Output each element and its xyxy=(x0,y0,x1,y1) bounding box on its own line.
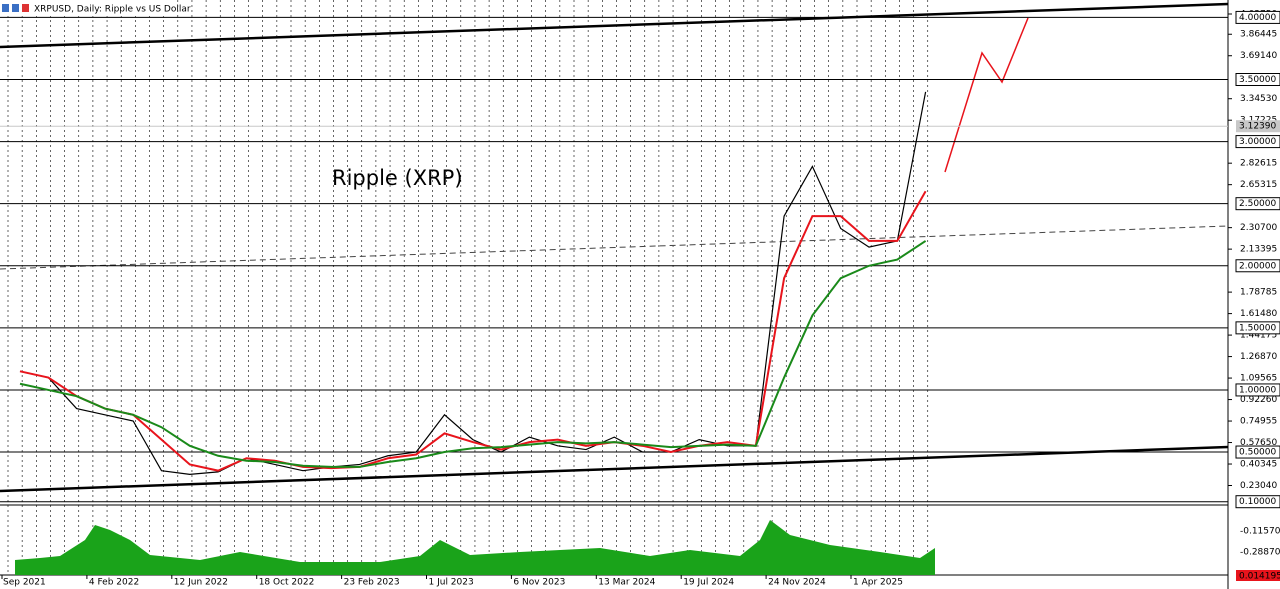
x-tick-label: 6 Nov 2023 xyxy=(513,578,565,588)
level-label: 1.50000 xyxy=(1239,323,1276,333)
x-tick-label: 18 Oct 2022 xyxy=(259,578,315,588)
y-tick-label: 0.40345 xyxy=(1240,460,1277,470)
x-tick-label: 4 Feb 2022 xyxy=(89,578,139,588)
level-label: 2.00000 xyxy=(1239,261,1276,271)
lower-trend-line xyxy=(0,445,1229,493)
icon xyxy=(2,4,9,12)
level-label-box xyxy=(1235,197,1280,211)
y-tick-label: 0.23040 xyxy=(1240,481,1277,491)
level-label: 3.00000 xyxy=(1239,137,1276,147)
x-tick-label: 1 Apr 2025 xyxy=(853,578,903,588)
level-label: 0.50000 xyxy=(1239,448,1276,458)
current-price-box xyxy=(1236,120,1280,133)
y-tick-label: 3.34530 xyxy=(1240,94,1277,104)
level-label: 2.50000 xyxy=(1239,199,1276,209)
level-label-box xyxy=(1235,135,1280,149)
y-tick-label: 2.65315 xyxy=(1240,180,1277,190)
x-tick-label: 24 Nov 2024 xyxy=(768,578,826,588)
y-tick-label: 3.86445 xyxy=(1240,30,1277,40)
level-label: 0.10000 xyxy=(1239,497,1276,507)
title-bg xyxy=(0,0,170,16)
level-label-box xyxy=(1235,259,1280,273)
x-tick-label: 23 Feb 2023 xyxy=(344,578,400,588)
level-label: 4.00000 xyxy=(1239,13,1276,23)
x-tick-label: 1 Jul 2023 xyxy=(429,578,474,588)
volume-tick-label: -0.11570 xyxy=(1240,527,1280,537)
level-label: 1.00000 xyxy=(1239,385,1276,395)
y-tick-label: 1.26870 xyxy=(1240,352,1277,362)
y-tick-label: 3.69140 xyxy=(1240,51,1277,61)
y-tick-label: 0.92260 xyxy=(1240,395,1277,405)
y-tick-label: 0.57650 xyxy=(1240,438,1277,448)
annotation: Ripple (XRP) xyxy=(332,166,463,190)
level-label-box xyxy=(1235,445,1280,459)
icon xyxy=(12,4,19,12)
current-price-label: 3.12390 xyxy=(1239,122,1276,132)
upper-trend-line xyxy=(0,2,1229,49)
mid-trend-line xyxy=(0,225,1229,270)
volume-tick-label: -0.28870 xyxy=(1240,548,1280,558)
level-label-box xyxy=(1235,73,1280,87)
price-line xyxy=(19,240,927,468)
icon xyxy=(22,4,29,12)
level-label-box xyxy=(1235,495,1280,509)
y-tick-label: 1.44175 xyxy=(1240,331,1277,341)
price-line xyxy=(19,190,927,472)
forecast-line xyxy=(944,17,1029,173)
x-tick-label: 19 Jul 2024 xyxy=(683,578,734,588)
price-line xyxy=(19,91,927,475)
y-tick-label: 1.09565 xyxy=(1240,374,1277,384)
volume-last-label: 0.014195 xyxy=(1239,572,1280,582)
level-label: 3.50000 xyxy=(1239,75,1276,85)
y-tick-label: 2.30700 xyxy=(1240,223,1277,233)
x-tick-label: Sep 2021 xyxy=(3,578,46,588)
y-tick-label: 1.61480 xyxy=(1240,309,1277,319)
y-tick-label: 2.82615 xyxy=(1240,159,1277,169)
x-tick-label: 12 Jun 2022 xyxy=(174,578,228,588)
level-label-box xyxy=(1235,383,1280,397)
y-tick-label: 0.74955 xyxy=(1240,417,1277,427)
level-label-box xyxy=(1235,321,1280,335)
vertical-grid xyxy=(7,0,929,575)
chart-title: XRPUSD, Daily: Ripple vs US Dollar xyxy=(34,5,191,15)
level-label-box xyxy=(1235,10,1280,24)
volume-area xyxy=(15,520,935,575)
y-tick-label: 1.78785 xyxy=(1240,288,1277,298)
volume-last-box xyxy=(1236,570,1280,581)
x-tick-label: 13 Mar 2024 xyxy=(598,578,655,588)
y-tick-label: 2.13395 xyxy=(1240,245,1277,255)
